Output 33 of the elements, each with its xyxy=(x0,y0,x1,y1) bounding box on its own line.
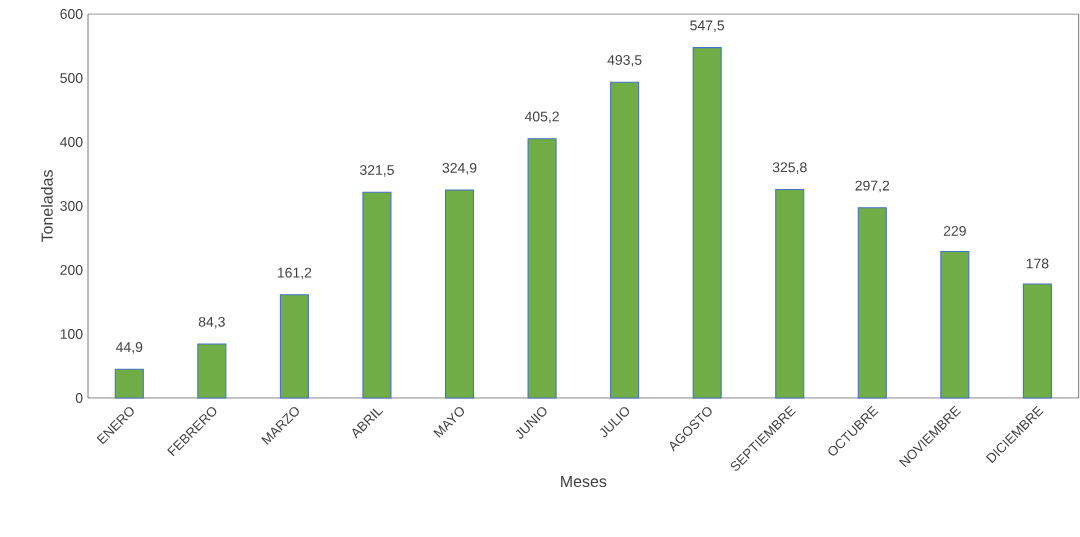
bar xyxy=(775,188,805,399)
bar xyxy=(362,191,392,399)
x-axis-title: Meses xyxy=(561,475,607,488)
bar xyxy=(197,343,227,399)
data-label: 493,5 xyxy=(607,55,642,67)
bar xyxy=(1022,283,1052,399)
bar xyxy=(279,294,309,399)
data-label: 44,9 xyxy=(115,342,143,354)
data-label: 547,5 xyxy=(690,20,725,33)
bar xyxy=(857,207,887,399)
y-tick-label: 100 xyxy=(60,329,83,339)
y-tick-label: 500 xyxy=(60,73,83,83)
data-label: 161,2 xyxy=(277,267,312,280)
bar xyxy=(114,368,144,399)
y-axis-title: Toneladas xyxy=(41,170,53,243)
bar xyxy=(527,138,557,399)
y-tick-label: 400 xyxy=(60,137,83,147)
data-label: 325,8 xyxy=(772,162,807,174)
data-label: 229 xyxy=(943,225,966,236)
bar xyxy=(610,81,640,399)
data-label: 84,3 xyxy=(198,316,225,329)
data-label: 297,2 xyxy=(855,180,890,193)
data-label: 324,9 xyxy=(442,162,477,175)
data-label: 178 xyxy=(1026,258,1049,269)
y-tick-label: 600 xyxy=(60,9,83,19)
y-tick-label: 300 xyxy=(60,201,83,211)
y-tick-label: 0 xyxy=(75,393,83,403)
bar xyxy=(692,47,722,399)
bar xyxy=(940,250,970,399)
y-tick-label: 200 xyxy=(60,265,83,275)
data-label: 405,2 xyxy=(524,111,559,124)
data-label: 321,5 xyxy=(359,165,394,177)
bar xyxy=(444,189,475,399)
